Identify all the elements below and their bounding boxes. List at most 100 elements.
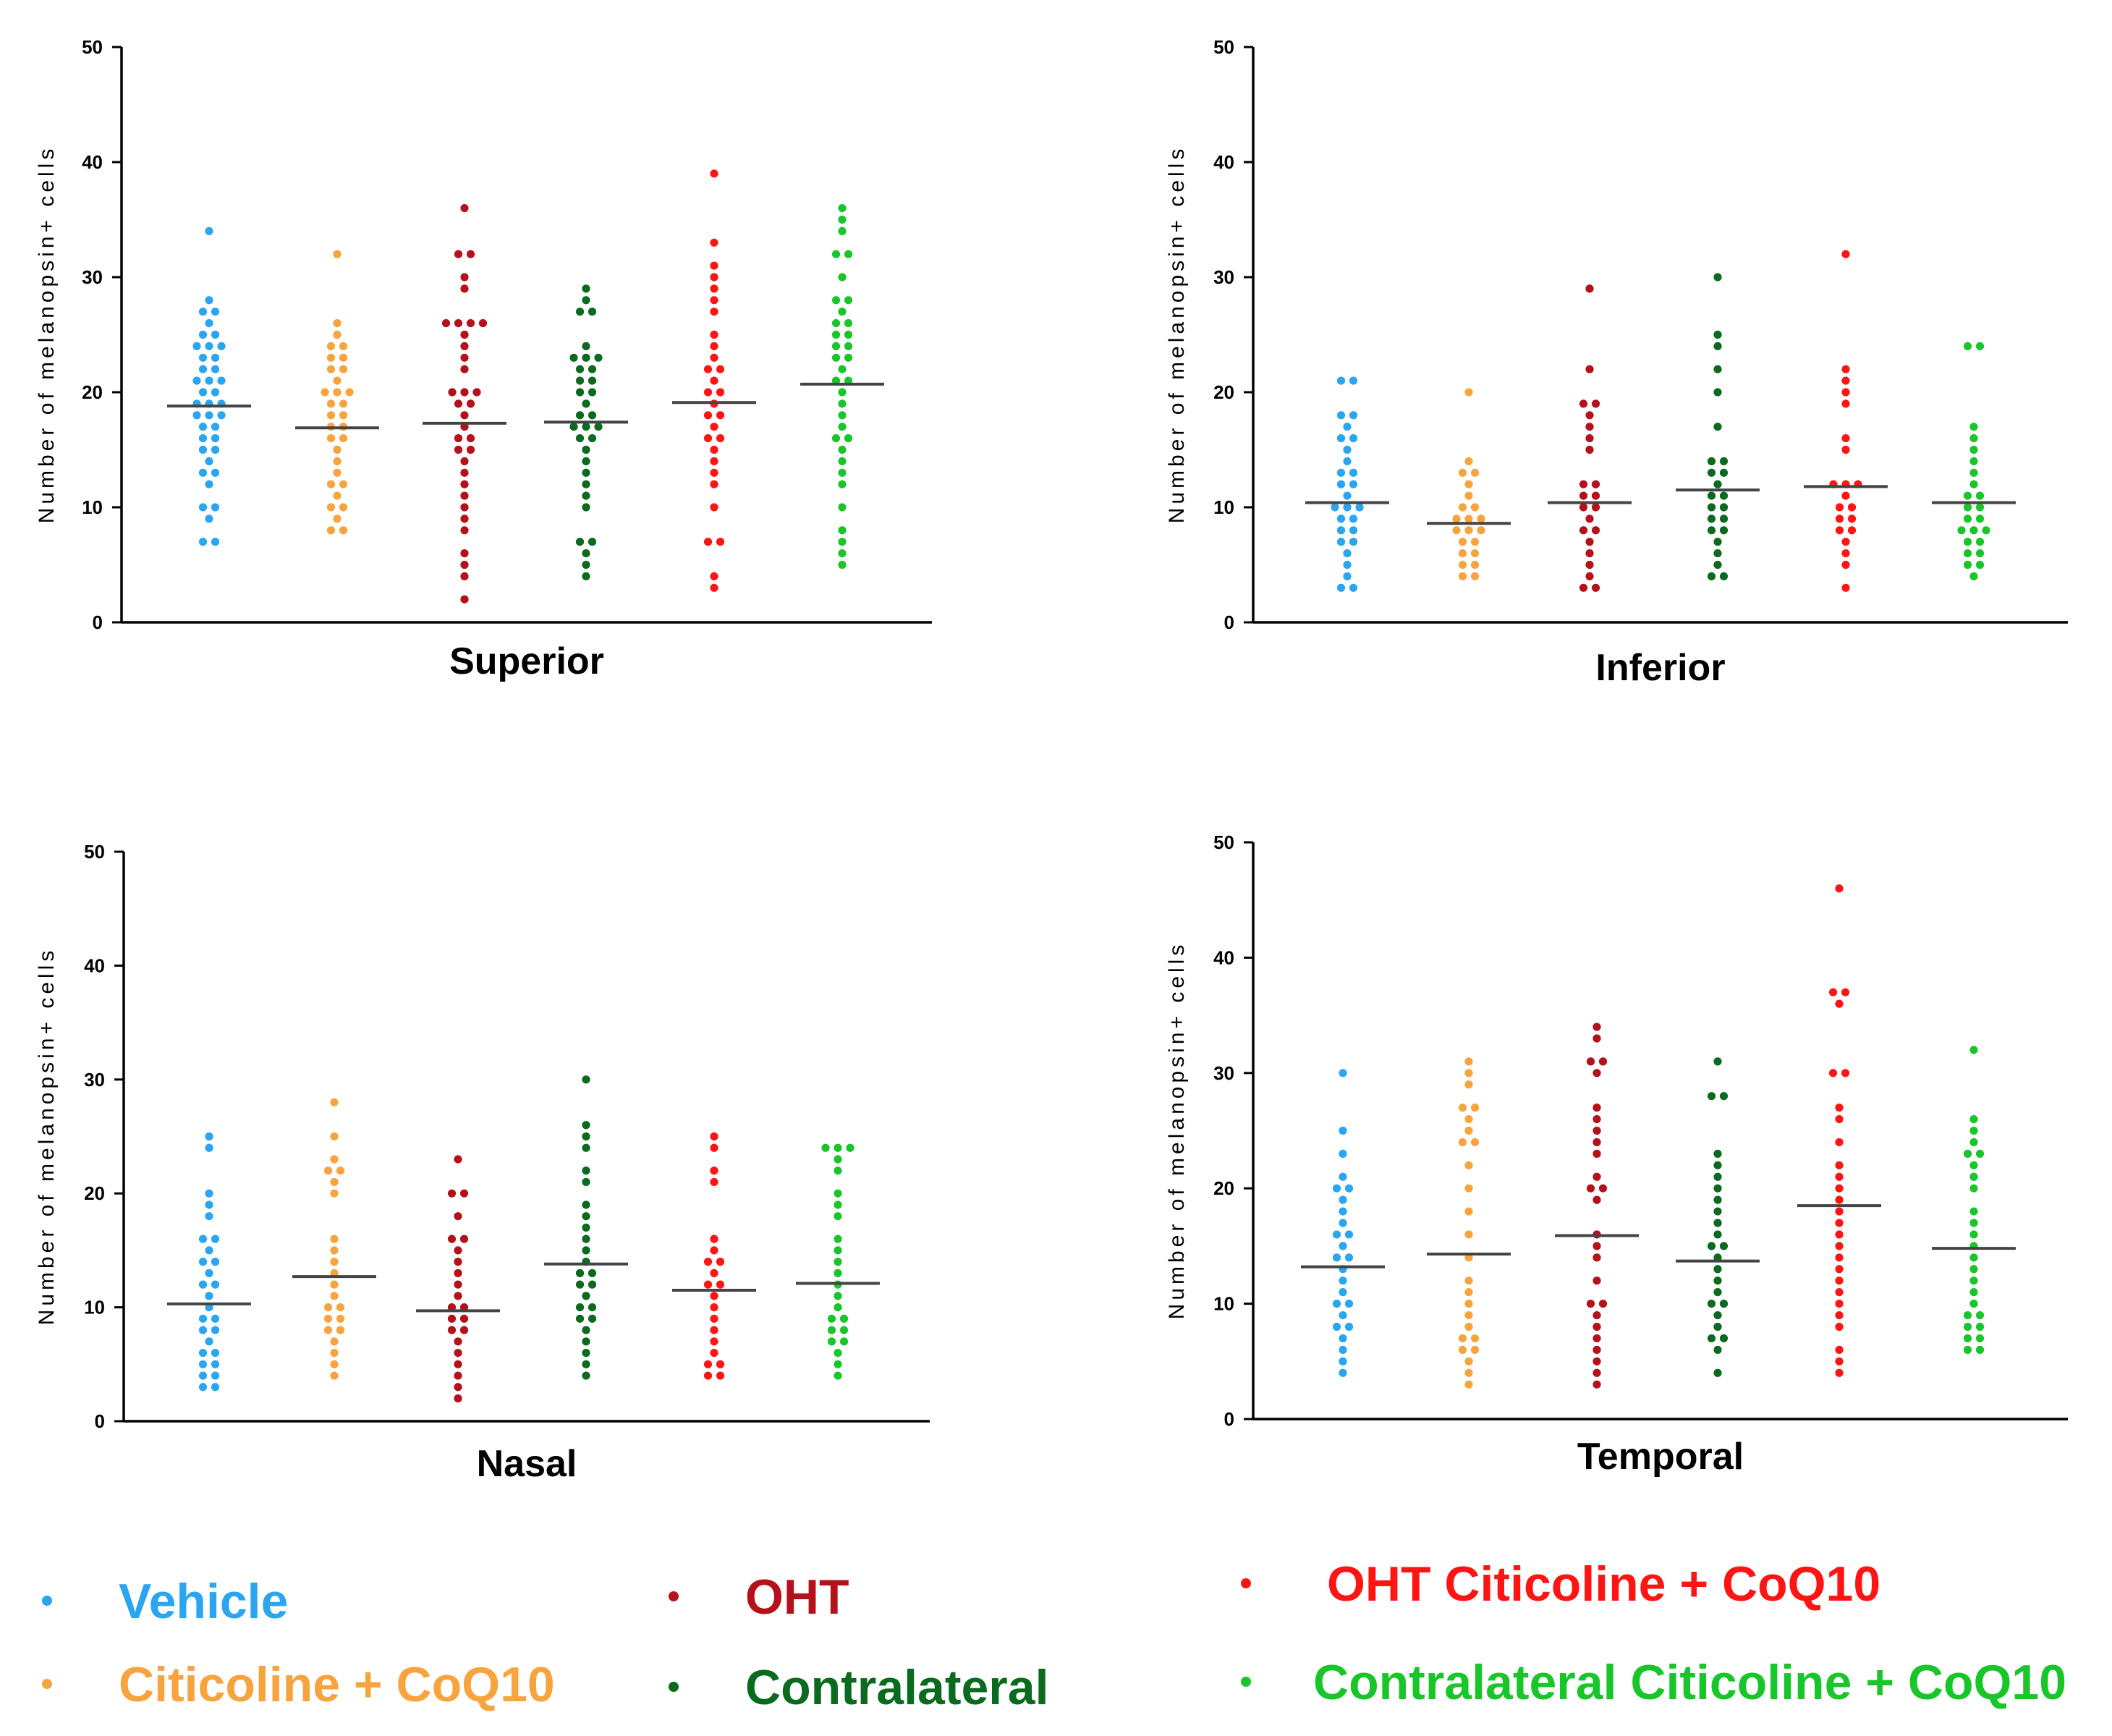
data-point <box>459 1326 469 1334</box>
data-point <box>460 353 469 362</box>
data-point <box>326 342 336 350</box>
data-point <box>211 503 220 512</box>
legend-item-contralateral: Contralateral <box>669 1660 1048 1715</box>
data-point <box>460 284 469 293</box>
data-point <box>575 388 585 397</box>
data-point <box>1707 503 1716 512</box>
data-point <box>330 1371 339 1380</box>
data-point <box>582 1166 590 1175</box>
data-point <box>703 1360 713 1368</box>
data-point <box>1707 526 1716 535</box>
data-point <box>336 1166 345 1175</box>
plot-area: 0 10 20 30 40 50 <box>1213 36 2068 633</box>
data-point <box>454 1280 462 1289</box>
data-point <box>1458 549 1467 558</box>
data-point <box>1713 1149 1722 1158</box>
data-point <box>710 480 718 488</box>
data-point <box>710 261 718 270</box>
data-point <box>582 572 590 581</box>
data-point <box>1477 526 1485 535</box>
data-point <box>211 353 220 362</box>
data-point <box>844 434 853 443</box>
data-point <box>1969 434 1978 443</box>
data-point <box>1339 1288 1347 1297</box>
data-point <box>1331 503 1339 512</box>
data-point <box>205 342 213 350</box>
legend-item-oht: OHT <box>669 1570 849 1625</box>
data-point <box>478 319 488 328</box>
data-point <box>326 526 336 535</box>
data-point <box>1593 1126 1601 1135</box>
data-point <box>211 468 220 477</box>
data-point <box>1593 1322 1601 1331</box>
data-point <box>339 353 348 362</box>
y-tick-label: 10 <box>1213 496 1234 518</box>
data-point <box>582 1075 590 1084</box>
data-point <box>211 1235 220 1243</box>
data-point <box>1336 583 1346 592</box>
data-point <box>339 365 348 373</box>
data-point <box>454 250 463 258</box>
y-tick-label: 30 <box>84 1069 105 1091</box>
data-point <box>1470 560 1480 570</box>
data-point <box>1975 1149 1985 1158</box>
data-point <box>1349 480 1358 488</box>
data-point <box>1593 1368 1601 1377</box>
data-point <box>1585 365 1594 373</box>
data-point <box>1464 515 1473 523</box>
data-point <box>1975 549 1985 558</box>
data-point <box>1579 503 1588 512</box>
data-point <box>582 480 590 488</box>
data-point <box>582 491 590 500</box>
data-point <box>1835 1265 1844 1274</box>
data-point <box>1349 411 1358 420</box>
data-point <box>582 445 590 454</box>
data-point <box>330 1280 339 1289</box>
data-point <box>454 445 463 454</box>
data-point <box>447 1326 457 1334</box>
data-point <box>838 388 847 397</box>
data-point <box>339 342 348 350</box>
data-point <box>198 434 208 443</box>
legend: Vehicle Citicoline + CoQ10 OHT Contralat… <box>42 1557 2066 1715</box>
data-point <box>330 1155 339 1164</box>
legend-marker <box>669 1682 679 1692</box>
data-point <box>1343 491 1352 500</box>
data-point <box>1332 1322 1341 1331</box>
data-point <box>205 319 213 328</box>
data-point <box>333 457 342 466</box>
data-point <box>703 365 713 373</box>
data-point <box>454 1383 462 1392</box>
data-point <box>582 1371 590 1380</box>
data-point <box>1707 457 1716 466</box>
data-point <box>1464 1276 1473 1285</box>
data-point <box>1585 549 1594 558</box>
data-point <box>1847 515 1857 523</box>
data-point <box>716 1360 725 1368</box>
data-point <box>1349 538 1358 546</box>
series-contralateral <box>575 1075 597 1380</box>
data-point <box>1835 1288 1844 1297</box>
data-point <box>339 399 348 408</box>
data-point <box>1339 1345 1347 1354</box>
legend-label: Vehicle <box>119 1574 288 1629</box>
series-contralateral-citicoline-coq10 <box>821 1143 854 1380</box>
data-point <box>839 1326 849 1334</box>
data-point <box>460 595 469 604</box>
data-point <box>459 1314 469 1323</box>
data-point <box>1835 1300 1844 1308</box>
data-point <box>1841 376 1850 385</box>
data-point <box>326 353 336 362</box>
data-point <box>198 1383 208 1392</box>
data-point <box>326 399 336 408</box>
data-point <box>1713 330 1722 339</box>
series-contralateral <box>569 284 603 581</box>
data-point <box>454 1394 462 1403</box>
data-point <box>703 538 713 546</box>
data-point <box>1841 491 1850 500</box>
data-point <box>1591 480 1600 488</box>
data-point <box>710 284 718 293</box>
data-point <box>1713 1230 1722 1239</box>
data-point <box>1339 1069 1347 1077</box>
data-point <box>1963 1345 1972 1354</box>
